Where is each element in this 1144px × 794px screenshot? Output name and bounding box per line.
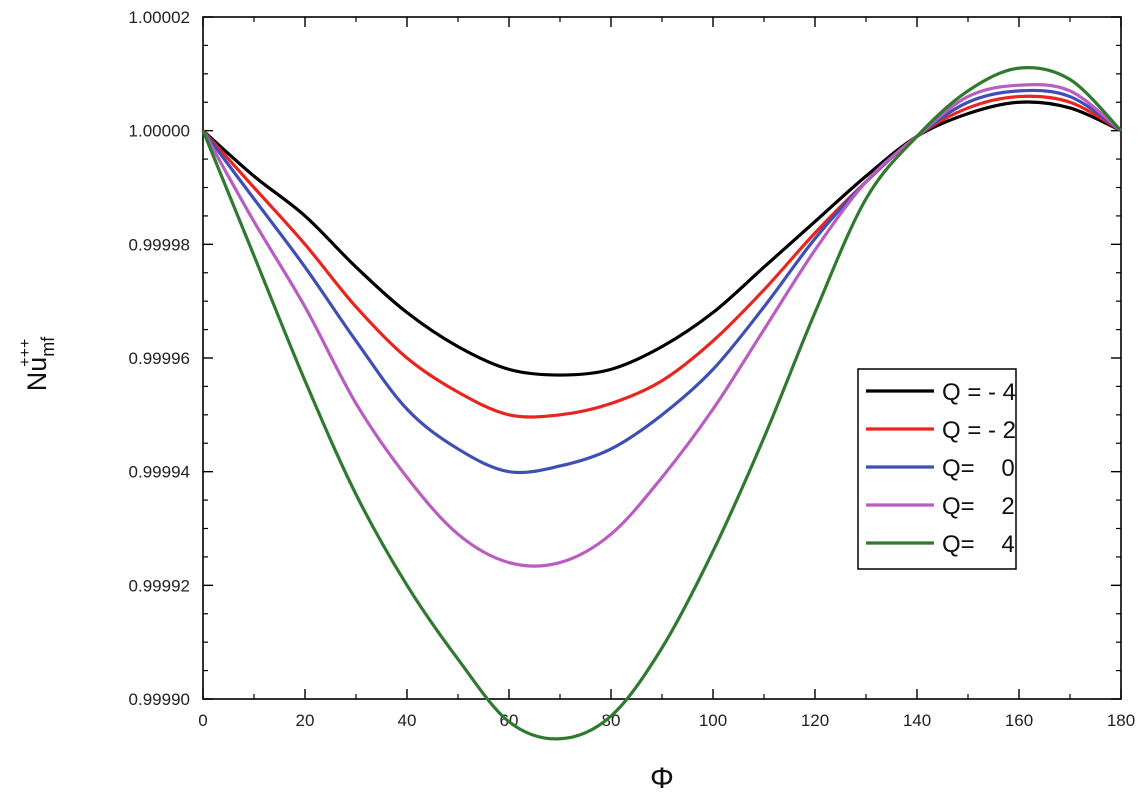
y-tick-label: 0.99998: [129, 235, 190, 254]
x-tick-label: 20: [296, 711, 315, 730]
x-axis-title: Φ: [650, 762, 674, 794]
series-line-4: [201, 82, 1123, 568]
y-axis-title: Numf+++: [17, 336, 58, 392]
plot-border: [202, 16, 1122, 700]
legend-label-1: Q = - 4: [942, 379, 1016, 406]
x-tick-label: 160: [1005, 711, 1033, 730]
series-line-1: [201, 100, 1122, 377]
x-tick-label: 140: [903, 711, 931, 730]
x-tick-label: 120: [801, 711, 829, 730]
legend-label-3: Q= 0: [942, 455, 1015, 482]
y-axis: 0.99990 0.99992 0.99994 0.99996 0.99998 1.000…: [129, 8, 1121, 709]
y-tick-label: 0.99992: [129, 576, 190, 595]
x-axis: 0 20 40 60 80 100 120 140 160 180: [198, 17, 1135, 730]
x-tick-label: 80: [602, 711, 621, 730]
legend-box: [857, 368, 1017, 570]
x-tick-label: 100: [699, 711, 727, 730]
y-axis-title-superscript: +++: [17, 339, 34, 367]
y-tick-label: 0.99996: [129, 349, 190, 368]
y-tick-label: 0.99994: [129, 463, 190, 482]
x-tick-label: 180: [1107, 711, 1135, 730]
series-line-3: [201, 88, 1122, 475]
y-tick-label: 1.00002: [129, 8, 190, 27]
y-axis-title-base: Nu: [22, 357, 52, 392]
y-tick-label: 0.99990: [129, 690, 190, 709]
y-tick-label: 1.00000: [129, 122, 190, 141]
series-line-2: [201, 94, 1122, 419]
legend-label-5: Q= 4: [942, 531, 1015, 558]
x-tick-label: 40: [398, 711, 417, 730]
series-line-5: [201, 66, 1123, 741]
y-axis-title-subscript: mf: [38, 336, 58, 357]
legend-label-2: Q = - 2: [942, 417, 1016, 444]
series-layer: [201, 66, 1123, 741]
plot-frame: [202, 16, 1122, 700]
legend-label-4: Q= 2: [942, 493, 1015, 520]
legend: Q = - 4 Q = - 2 Q= 0 Q= 2 Q= 4: [857, 368, 1017, 570]
x-tick-label: 0: [198, 711, 207, 730]
